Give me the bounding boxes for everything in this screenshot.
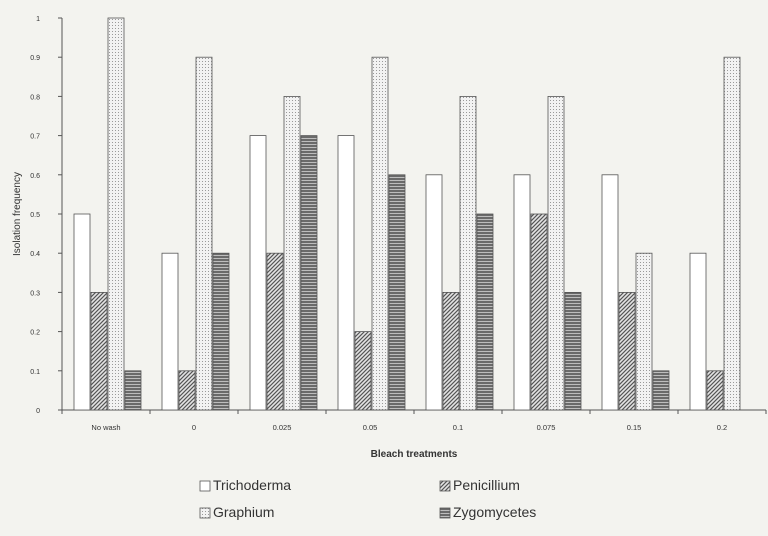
y-axis-label: Isolation frequency (12, 172, 23, 256)
bar-trichoderma-5 (513, 174, 531, 411)
y-tick-label: 0.3 (30, 290, 40, 297)
y-axis-ticks: 0 0.1 0.2 0.3 0.4 0.5 0.6 0.7 0.8 0.9 1 (30, 16, 62, 415)
bar-graphium-2 (283, 96, 301, 411)
bar-penicillium-0 (90, 291, 108, 411)
x-tick-label: 0.15 (627, 423, 642, 432)
y-tick-label: 0.7 (30, 134, 40, 141)
bar-trichoderma-2 (249, 135, 267, 411)
bar-trichoderma-1 (161, 252, 179, 411)
y-tick-label: 1 (36, 16, 40, 23)
legend-swatch-penicillium (439, 480, 451, 492)
x-tick-label: 0.2 (717, 423, 727, 432)
x-tick-label: 0.05 (363, 423, 378, 432)
bar-penicillium-5 (530, 213, 548, 411)
y-tick-label: 0.6 (30, 173, 40, 180)
legend-label-penicillium: Penicillium (453, 477, 520, 493)
bar-trichoderma-4 (425, 174, 443, 411)
bar-trichoderma-6 (601, 174, 619, 411)
legend-label-trichoderma: Trichoderma (213, 477, 291, 493)
y-tick-label: 0.1 (30, 369, 40, 376)
y-tick-label: 0.5 (30, 212, 40, 219)
bar-zygomycetes-0 (124, 370, 142, 411)
y-tick-label: 0 (36, 408, 40, 415)
bar-trichoderma-3 (337, 135, 355, 411)
x-axis-label: Bleach treatments (371, 449, 458, 460)
bar-zygomycetes-5 (564, 291, 582, 411)
bar-trichoderma-0 (73, 213, 91, 411)
bar-graphium-7 (723, 56, 741, 411)
bar-penicillium-4 (442, 291, 460, 411)
legend-swatch-graphium (199, 507, 211, 519)
bar-zygomycetes-3 (388, 174, 406, 411)
x-tick-label: 0.025 (273, 423, 292, 432)
y-tick-label: 0.9 (30, 55, 40, 62)
x-tick-label: 0 (192, 423, 196, 432)
bar-penicillium-7 (706, 370, 724, 411)
y-tick-label: 0.4 (30, 251, 40, 258)
bar-penicillium-2 (266, 252, 284, 411)
legend-label-zygomycetes: Zygomycetes (453, 504, 536, 520)
y-tick-label: 0.8 (30, 94, 40, 101)
x-tick-label: 0.075 (537, 423, 556, 432)
legend: Trichoderma Penicillium Graphium Zygomycete… (199, 477, 536, 520)
bar-graphium-1 (195, 56, 213, 411)
legend-swatch-trichoderma (199, 480, 211, 492)
bar-penicillium-1 (178, 370, 196, 411)
legend-swatch-zygomycetes (439, 507, 451, 519)
bar-graphium-5 (547, 96, 565, 411)
x-axis-ticks: No wash 0 0.025 0.05 0.1 0.075 0.15 0.2 (61, 410, 767, 432)
x-tick-label: 0.1 (453, 423, 463, 432)
bar-graphium-0 (107, 17, 125, 411)
bar-trichoderma-7 (689, 252, 707, 411)
bar-zygomycetes-4 (476, 213, 494, 411)
legend-label-graphium: Graphium (213, 504, 274, 520)
x-tick-label: No wash (91, 423, 120, 432)
bar-zygomycetes-2 (300, 135, 318, 411)
bar-penicillium-6 (618, 291, 636, 411)
bar-zygomycetes-1 (212, 252, 230, 411)
bars (73, 17, 741, 411)
y-tick-label: 0.2 (30, 330, 40, 337)
bar-graphium-3 (371, 56, 389, 411)
bar-graphium-6 (635, 252, 653, 411)
bar-penicillium-3 (354, 331, 372, 411)
bar-zygomycetes-6 (652, 370, 670, 411)
bar-graphium-4 (459, 96, 477, 411)
